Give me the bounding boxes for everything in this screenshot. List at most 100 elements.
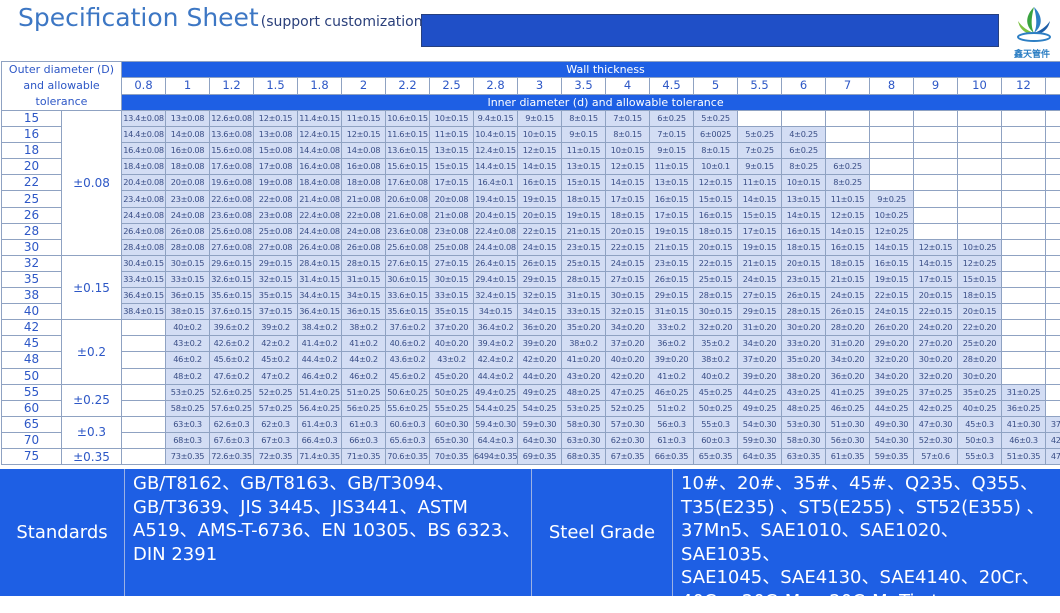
od-tolerance-cell: ±0.2	[62, 320, 122, 384]
empty-cell	[1046, 207, 1060, 223]
inner-diameter-cell: 46±0.25	[826, 400, 870, 416]
inner-diameter-cell: 24±0.15	[826, 288, 870, 304]
empty-cell	[870, 159, 914, 175]
inner-diameter-cell: 24.4±0.08	[474, 239, 518, 255]
inner-diameter-cell: 51±0.2	[650, 400, 694, 416]
inner-diameter-cell: 10.4±0.15	[474, 127, 518, 143]
inner-diameter-cell: 44±0.2	[342, 352, 386, 368]
inner-diameter-cell: 64±0.30	[518, 432, 562, 448]
inner-diameter-cell: 32.6±0.15	[210, 271, 254, 287]
inner-diameter-cell: 9±0.15	[562, 127, 606, 143]
inner-diameter-cell: 36.4±0.2	[474, 320, 518, 336]
inner-diameter-cell: 12±0.15	[914, 239, 958, 255]
outer-diameter-cell: 25	[2, 191, 62, 207]
inner-diameter-cell: 31±0.20	[738, 320, 782, 336]
empty-cell	[1002, 320, 1046, 336]
inner-diameter-cell: 43±0.20	[562, 368, 606, 384]
inner-diameter-cell: 31±0.25	[1002, 384, 1046, 400]
inner-diameter-cell: 33±0.15	[166, 271, 210, 287]
inner-diameter-cell: 21±0.15	[562, 223, 606, 239]
inner-diameter-cell: 47.6±0.2	[210, 368, 254, 384]
standards-list: GB/T8162、GB/T8163、GB/T3094、 GB/T3639、JIS…	[124, 469, 531, 596]
inner-diameter-cell: 31±0.15	[562, 288, 606, 304]
inner-diameter-cell: 34±0.20	[826, 352, 870, 368]
inner-diameter-cell: 36±0.15	[166, 288, 210, 304]
inner-diameter-cell: 42.6±0.2	[210, 336, 254, 352]
inner-diameter-cell: 46±0.2	[342, 368, 386, 384]
inner-diameter-cell: 24.4±0.08	[122, 207, 166, 223]
wall-thickness-value: 4	[606, 78, 650, 94]
wall-thickness-value: 1.5	[254, 78, 298, 94]
standards-line: DIN 2391	[133, 543, 523, 567]
inner-diameter-cell: 56.4±0.25	[298, 400, 342, 416]
inner-diameter-cell: 49±0.25	[738, 400, 782, 416]
inner-diameter-cell: 30±0.20	[782, 320, 826, 336]
empty-cell	[1002, 288, 1046, 304]
empty-cell	[1046, 111, 1060, 127]
inner-diameter-cell: 7±0.25	[738, 143, 782, 159]
wall-thickness-value: 14	[1046, 78, 1060, 94]
empty-cell	[122, 448, 166, 464]
grade-line: 40Cr、20CrMo、20CrMnTi etc.	[681, 590, 1052, 613]
inner-diameter-cell: 67±0.3	[254, 432, 298, 448]
outer-diameter-cell: 30	[2, 239, 62, 255]
empty-cell	[1046, 368, 1060, 384]
inner-diameter-cell: 20.6±0.08	[386, 191, 430, 207]
inner-diameter-cell: 16±0.15	[650, 191, 694, 207]
inner-diameter-cell: 11±0.15	[650, 159, 694, 175]
inner-diameter-cell: 25.6±0.08	[386, 239, 430, 255]
empty-cell	[958, 143, 1002, 159]
inner-diameter-cell: 42±0.20	[518, 352, 562, 368]
empty-cell	[826, 127, 870, 143]
inner-diameter-cell: 33±0.2	[650, 320, 694, 336]
inner-diameter-cell: 57.6±0.25	[210, 400, 254, 416]
wall-thickness-value: 1.2	[210, 78, 254, 94]
wall-thickness-value: 5.5	[738, 78, 782, 94]
inner-diameter-cell: 16±0.15	[870, 255, 914, 271]
inner-diameter-cell: 23±0.15	[650, 255, 694, 271]
inner-diameter-cell: 39±0.2	[254, 320, 298, 336]
outer-diameter-cell: 15	[2, 111, 62, 127]
inner-diameter-cell: 24±0.15	[518, 239, 562, 255]
empty-cell	[914, 175, 958, 191]
inner-diameter-cell: 36.4±0.15	[122, 288, 166, 304]
inner-diameter-cell: 9.4±0.15	[474, 111, 518, 127]
wall-thickness-value: 12	[1002, 78, 1046, 94]
outer-diameter-cell: 22	[2, 175, 62, 191]
inner-diameter-cell: 16.4±0.08	[122, 143, 166, 159]
inner-diameter-cell: 33±0.15	[430, 288, 474, 304]
empty-cell	[870, 175, 914, 191]
inner-diameter-cell: 48±0.25	[782, 400, 826, 416]
inner-diameter-cell: 42±0.2	[254, 336, 298, 352]
inner-diameter-cell: 35±0.15	[430, 304, 474, 320]
inner-diameter-cell: 39±0.20	[738, 368, 782, 384]
inner-diameter-cell: 15±0.15	[694, 191, 738, 207]
inner-diameter-cell: 28±0.15	[694, 288, 738, 304]
inner-diameter-cell: 33.4±0.15	[122, 271, 166, 287]
empty-cell	[870, 127, 914, 143]
inner-diameter-cell: 58±0.25	[166, 400, 210, 416]
inner-diameter-cell: 11±0.15	[342, 111, 386, 127]
inner-diameter-cell: 24±0.08	[166, 207, 210, 223]
inner-diameter-cell: 37±0.20	[738, 352, 782, 368]
inner-diameter-cell: 17±0.08	[254, 159, 298, 175]
inner-diameter-cell: 49.4±0.25	[474, 384, 518, 400]
inner-diameter-cell: 40.6±0.2	[386, 336, 430, 352]
empty-cell	[1046, 191, 1060, 207]
inner-diameter-cell: 28±0.15	[562, 271, 606, 287]
inner-diameter-cell: 19.4±0.15	[474, 191, 518, 207]
inner-diameter-cell: 23.6±0.08	[386, 223, 430, 239]
empty-cell	[1002, 175, 1046, 191]
inner-diameter-cell: 42±0.20	[606, 368, 650, 384]
outer-diameter-cell: 65	[2, 416, 62, 432]
inner-diameter-cell: 24±0.15	[870, 304, 914, 320]
outer-diameter-cell: 70	[2, 432, 62, 448]
empty-cell	[1002, 143, 1046, 159]
inner-diameter-cell: 25±0.15	[694, 271, 738, 287]
inner-diameter-cell: 43±0.25	[782, 384, 826, 400]
inner-diameter-cell: 19±0.15	[870, 271, 914, 287]
inner-diameter-cell: 63±0.3	[166, 416, 210, 432]
